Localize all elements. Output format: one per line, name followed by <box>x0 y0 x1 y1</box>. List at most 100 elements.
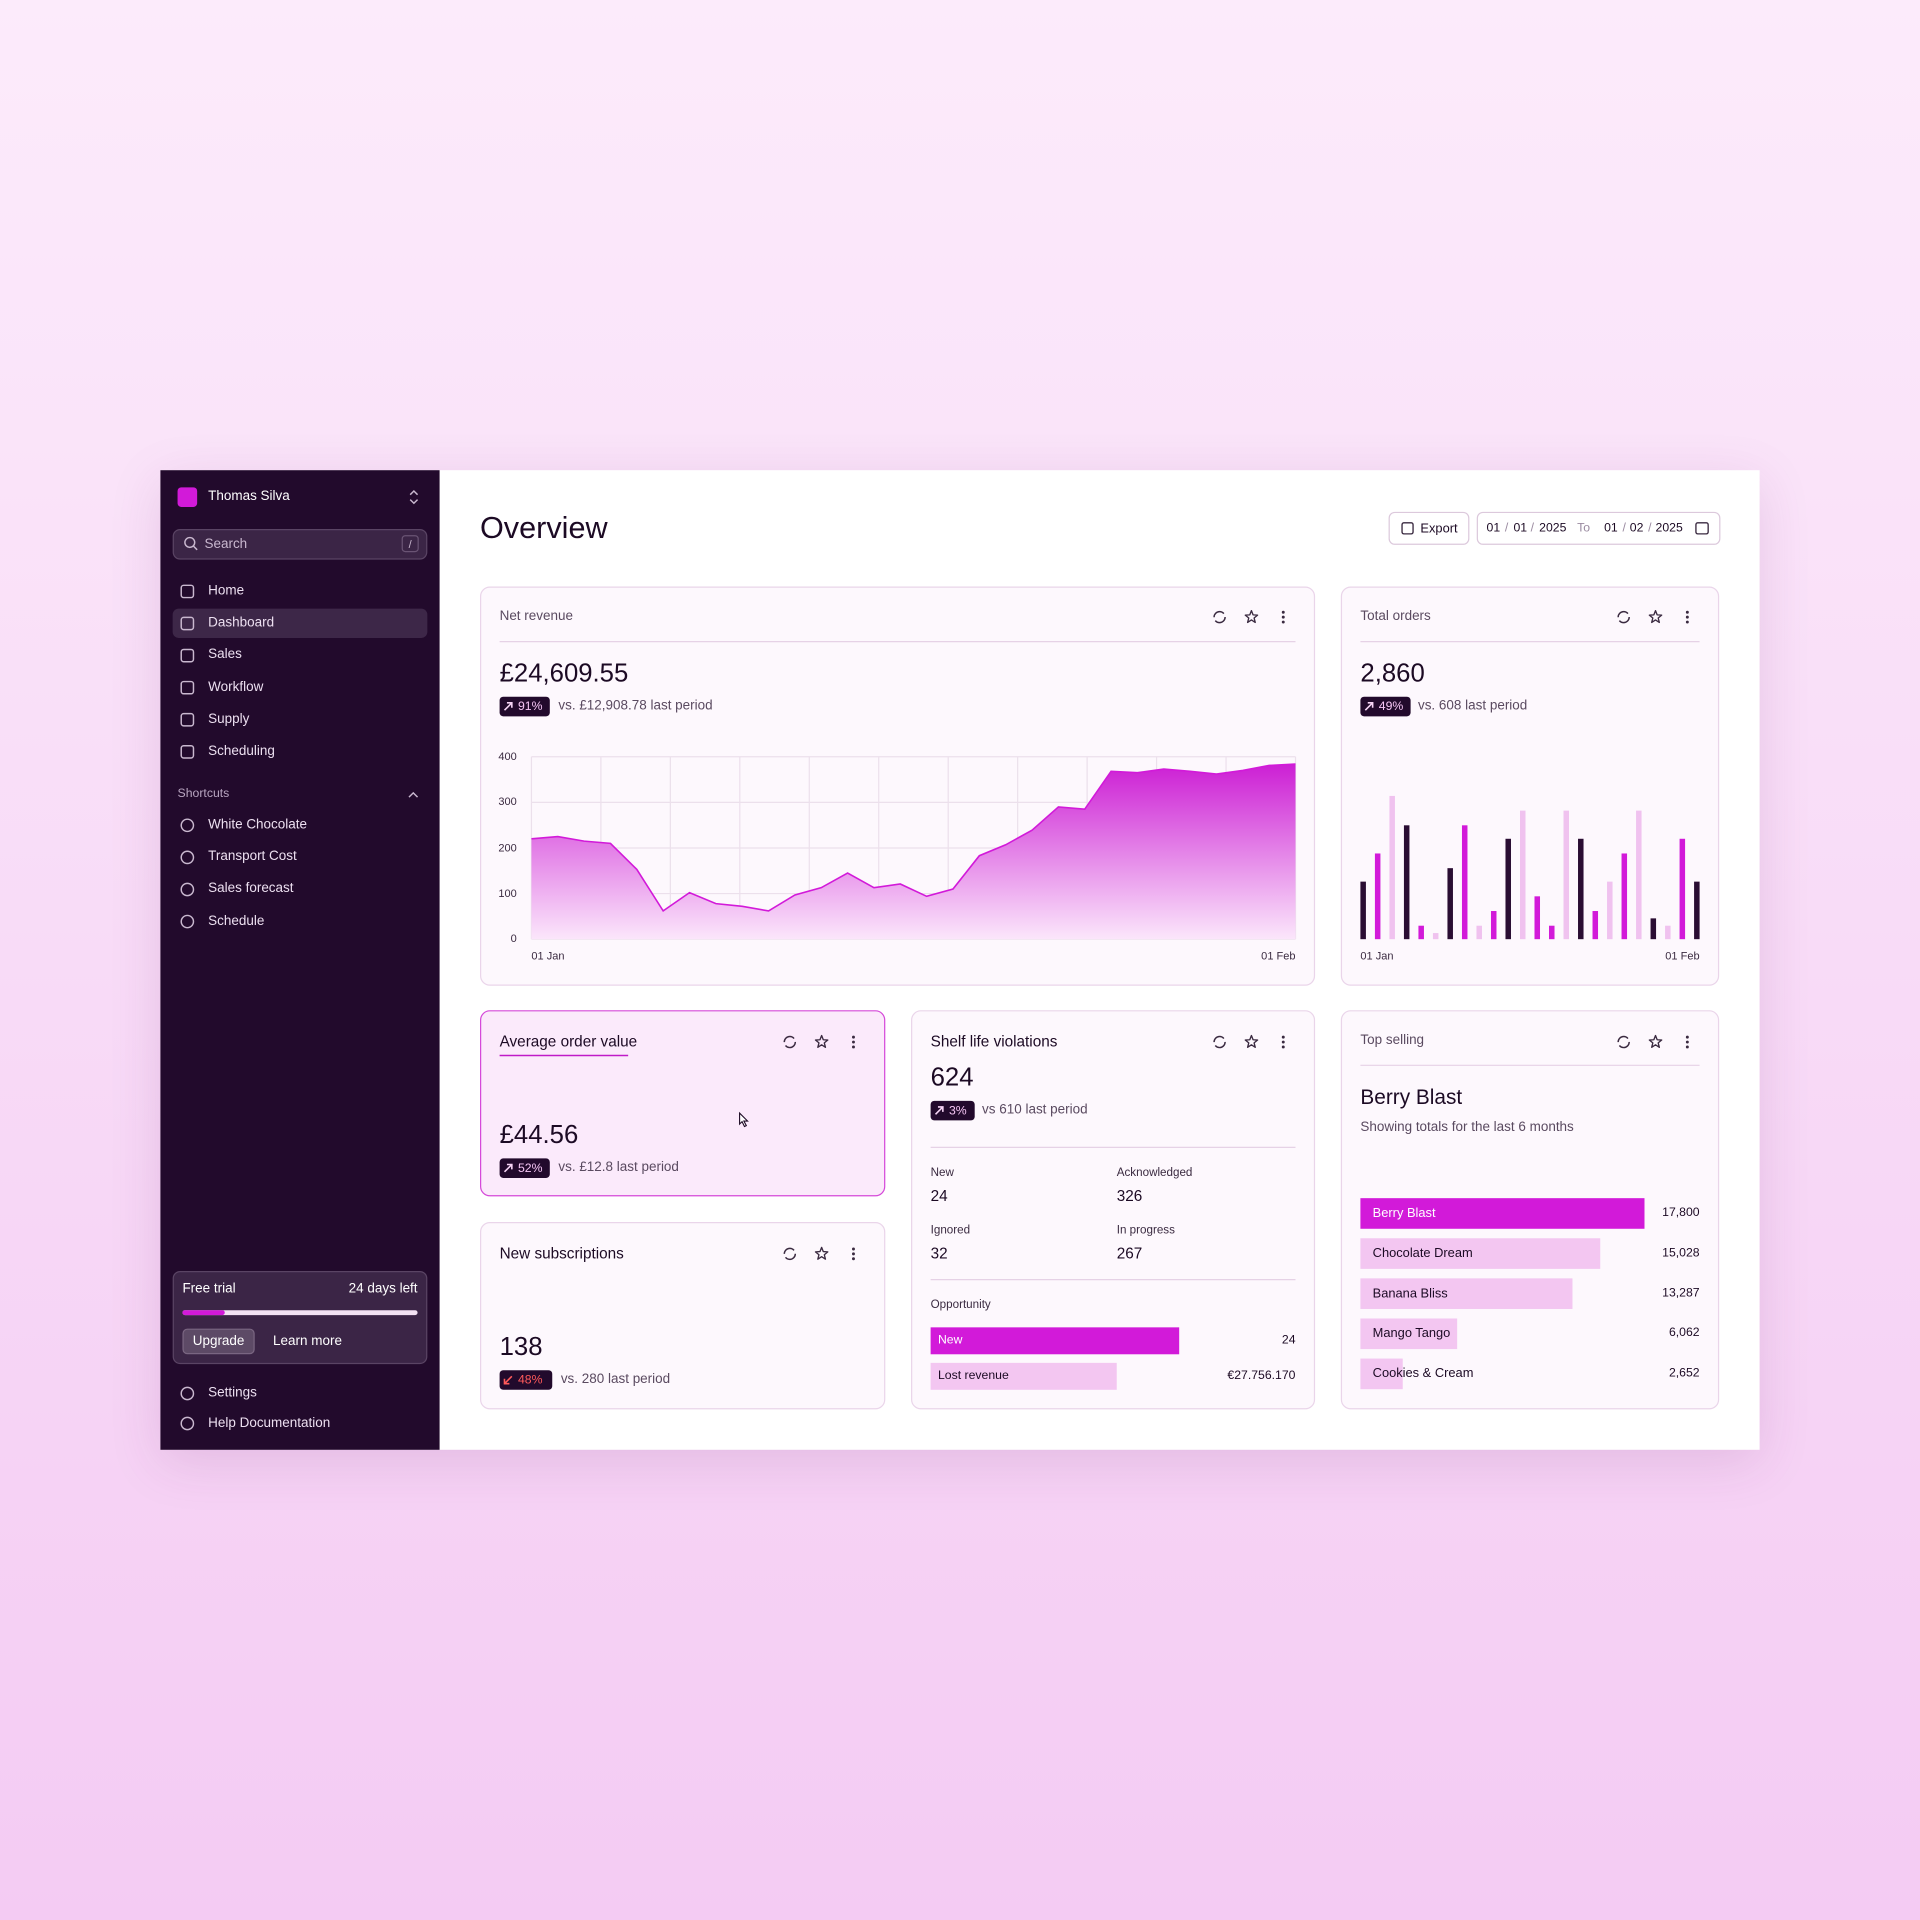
learn-more-link[interactable]: Learn more <box>273 1333 342 1349</box>
more-icon[interactable] <box>1685 610 1689 614</box>
more-icon[interactable] <box>1685 1035 1689 1039</box>
stat-label: Ignored <box>930 1223 971 1238</box>
bar <box>1679 838 1686 940</box>
shortcut-item[interactable]: Sales forecast <box>208 881 294 897</box>
nav-icon <box>180 648 195 663</box>
refresh-icon[interactable] <box>1617 1035 1630 1049</box>
star-icon[interactable] <box>814 1246 829 1260</box>
star-icon[interactable] <box>814 1034 829 1048</box>
more-icon[interactable] <box>1281 620 1285 624</box>
date-part: 02 <box>1629 521 1644 536</box>
value-label: 15,028 <box>1662 1246 1700 1260</box>
bar-label: Mango Tango <box>1372 1326 1451 1341</box>
bar <box>1650 918 1657 940</box>
shortcut-icon <box>180 914 195 929</box>
trial-days: 24 days left <box>348 1281 418 1297</box>
bar <box>1360 1198 1645 1229</box>
bar <box>1490 911 1497 940</box>
subtitle: Showing totals for the last 6 months <box>1360 1119 1574 1135</box>
more-icon[interactable] <box>852 1257 855 1261</box>
shortcut-icon <box>180 882 195 897</box>
refresh-icon[interactable] <box>1213 610 1226 624</box>
export-icon <box>1401 522 1414 535</box>
comparison-text: vs. 280 last period <box>560 1372 671 1387</box>
more-icon[interactable] <box>852 1040 855 1044</box>
refresh-icon[interactable] <box>1617 610 1630 624</box>
date-range[interactable] <box>1476 511 1721 545</box>
footer-item[interactable]: Help Documentation <box>208 1415 331 1431</box>
bar-label: Cookies & Cream <box>1372 1366 1474 1381</box>
more-icon[interactable] <box>1281 1040 1285 1044</box>
bar <box>1636 810 1642 940</box>
nav-item[interactable]: Sales <box>208 647 242 663</box>
more-icon[interactable] <box>852 1045 855 1049</box>
area <box>531 764 1296 940</box>
more-icon[interactable] <box>1281 615 1285 619</box>
card-title[interactable]: Average order value <box>499 1033 638 1051</box>
cursor <box>739 1111 749 1128</box>
more-icon[interactable] <box>1685 615 1689 619</box>
more-icon[interactable] <box>1685 620 1689 624</box>
value-label: 13,287 <box>1662 1286 1700 1300</box>
y-tick-label: 300 <box>498 795 517 808</box>
search-placeholder: Search <box>204 536 248 552</box>
chevron-icon[interactable] <box>408 791 419 798</box>
export-text: Export <box>1420 521 1458 537</box>
shortcut-item[interactable]: White Chocolate <box>208 817 308 833</box>
footer-item[interactable]: Settings <box>208 1385 257 1401</box>
badge <box>930 1100 975 1121</box>
nav-item[interactable]: Dashboard <box>208 615 275 631</box>
x-tick-label: 01 Jan <box>1360 949 1394 962</box>
calendar-icon[interactable] <box>1695 522 1709 535</box>
search-box[interactable] <box>172 528 428 560</box>
badge-text: 52% <box>517 1161 543 1175</box>
x-tick-label: 01 Feb <box>1665 949 1700 962</box>
nav-item[interactable]: Supply <box>208 711 250 727</box>
date-part: 2025 <box>1539 521 1567 536</box>
upgrade-button[interactable] <box>182 1328 255 1355</box>
arrow-icon <box>934 1106 944 1115</box>
more-icon[interactable] <box>1281 610 1285 614</box>
refresh-icon[interactable] <box>1213 1035 1226 1049</box>
star-icon[interactable] <box>1244 1034 1259 1048</box>
more-icon[interactable] <box>852 1247 855 1251</box>
card-title: New subscriptions <box>499 1245 624 1263</box>
more-icon[interactable] <box>1685 1045 1689 1049</box>
more-icon[interactable] <box>1281 1035 1285 1039</box>
opportunity-value: 24 <box>1281 1333 1296 1347</box>
star-icon[interactable] <box>1648 1034 1663 1048</box>
arrow-icon <box>1364 702 1374 711</box>
nav-item[interactable]: Workflow <box>208 679 264 695</box>
bar <box>1447 868 1453 940</box>
more-icon[interactable] <box>852 1252 855 1256</box>
shortcut-key-text: / <box>408 537 412 550</box>
badge-text: 91% <box>517 699 543 714</box>
opportunity-value: €27.756.170 <box>1227 1368 1296 1383</box>
bar <box>1403 825 1410 940</box>
bar <box>1607 881 1613 940</box>
star-icon[interactable] <box>1244 609 1259 624</box>
nav-item[interactable]: Scheduling <box>208 743 275 759</box>
more-icon[interactable] <box>1281 1045 1285 1049</box>
footer-icon <box>180 1416 195 1431</box>
date-part: 01 <box>1604 521 1618 536</box>
shortcut-item[interactable]: Schedule <box>208 913 265 929</box>
refresh-icon[interactable] <box>783 1247 797 1261</box>
date-part: / <box>1530 521 1535 536</box>
star-icon[interactable] <box>1648 609 1663 624</box>
more-icon[interactable] <box>1685 1040 1689 1044</box>
more-icon[interactable] <box>852 1035 855 1039</box>
user-name[interactable]: Thomas Silva <box>208 489 290 504</box>
shortcut-item[interactable]: Transport Cost <box>208 849 297 865</box>
opportunity-bar <box>930 1327 1180 1355</box>
bar <box>1665 925 1671 940</box>
metric-value: 138 <box>499 1332 543 1362</box>
nav-item[interactable]: Home <box>208 583 245 599</box>
metric-value: 624 <box>930 1063 974 1092</box>
refresh-icon[interactable] <box>783 1035 797 1049</box>
chevron-icon[interactable] <box>409 489 419 505</box>
opportunity-bar <box>930 1362 1117 1390</box>
page-title: Overview <box>480 511 608 546</box>
